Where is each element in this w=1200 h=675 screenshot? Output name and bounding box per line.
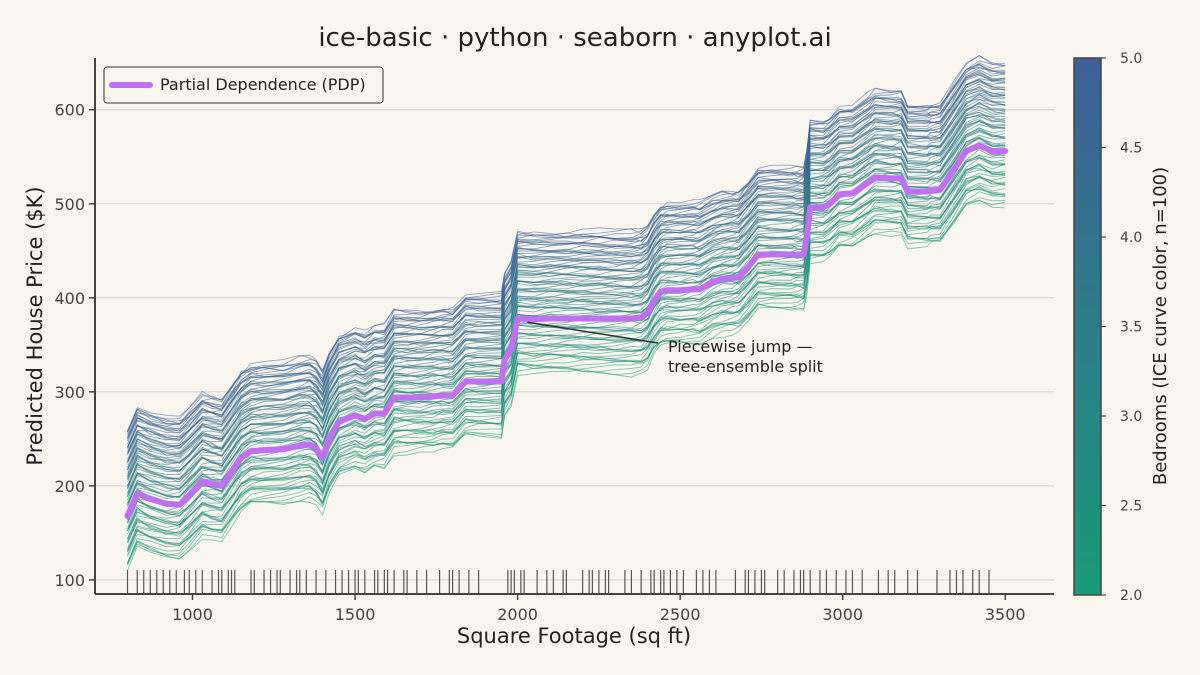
ice-curve [127, 197, 1006, 563]
colorbar-tick-label: 2.5 [1120, 499, 1142, 515]
ice-curve [127, 60, 1006, 433]
x-tick-label: 1000 [172, 605, 213, 624]
legend-box [103, 66, 384, 104]
ice-curve [127, 163, 1006, 531]
colorbar-label: Bedrooms (ICE curve color, n=100) [1150, 167, 1171, 485]
legend: Partial Dependence (PDP) [103, 66, 384, 104]
ice-curve [127, 92, 1006, 463]
ice-curve [127, 176, 1006, 541]
annotation-line-2: tree-ensemble split [668, 357, 823, 376]
x-axis-ticks: 1000 1500 2000 2500 3000 3500 [172, 594, 1026, 624]
ice-curve [127, 55, 1006, 432]
colorbar-tick-label: 5.0 [1120, 51, 1142, 67]
ice-curve [127, 114, 1006, 489]
ice-curve [127, 67, 1006, 439]
ice-curve [127, 109, 1006, 480]
ice-curve [127, 157, 1006, 531]
ice-curve [127, 74, 1006, 448]
ice-curve [127, 136, 1006, 514]
ice-curve [127, 54, 1006, 431]
x-tick-label: 2000 [497, 605, 538, 624]
ice-curve [127, 131, 1006, 506]
ice-curve [127, 134, 1006, 504]
ice-curve [127, 186, 1006, 564]
ice-curve [127, 154, 1006, 520]
x-tick-label: 2500 [660, 605, 701, 624]
pdp-line [124, 142, 1009, 519]
ice-curve [127, 186, 1006, 564]
ice-curve [127, 69, 1006, 439]
ice-curve [127, 107, 1006, 480]
annotation-arrow [527, 321, 659, 344]
colorbar: 2.0 2.5 3.0 3.5 4.0 4.5 5.0 Bedrooms (ICE curv… [1073, 51, 1171, 604]
x-axis-label: Square Footage (sq ft) [457, 624, 691, 648]
ice-curve [127, 111, 1006, 487]
ice-curve [127, 123, 1006, 496]
ice-curve [127, 175, 1006, 551]
ice-curve [127, 83, 1006, 453]
chart-title: ice-basic · python · seaborn · anyplot.a… [318, 23, 831, 53]
ice-curve [127, 184, 1006, 552]
ice-curve [127, 99, 1006, 471]
y-tick-label: 200 [54, 477, 85, 496]
legend-label-pdp: Partial Dependence (PDP) [160, 75, 366, 94]
colorbar-ticks: 2.0 2.5 3.0 3.5 4.0 4.5 5.0 [1101, 51, 1142, 604]
ice-curve [127, 145, 1006, 521]
colorbar-gradient [1073, 57, 1102, 596]
ice-curve [127, 71, 1006, 438]
ice-curves [127, 54, 1006, 571]
ice-curve [127, 101, 1006, 470]
y-tick-label: 100 [54, 571, 85, 590]
annotation-line-1: Piecewise jump — [668, 337, 812, 356]
ice-curve [127, 191, 1006, 565]
ice-curve [127, 114, 1006, 478]
ice-curve [127, 130, 1006, 505]
x-tick-label: 3000 [822, 605, 863, 624]
y-tick-label: 600 [54, 101, 85, 120]
rug-plot [126, 570, 990, 594]
ice-curve [127, 81, 1006, 455]
y-tick-label: 500 [54, 195, 85, 214]
x-tick-label: 1500 [335, 605, 376, 624]
ice-curve [127, 116, 1006, 486]
colorbar-tick-label: 3.0 [1120, 409, 1142, 425]
ice-curve [127, 86, 1006, 453]
ice-curve [127, 94, 1006, 471]
x-tick-label: 3500 [985, 605, 1026, 624]
y-tick-label: 400 [54, 289, 85, 308]
ice-curve [127, 149, 1006, 522]
ice-curve [127, 78, 1006, 447]
y-axis-ticks: 100 200 300 400 500 600 [54, 101, 95, 590]
y-axis-label: Predicted House Price ($K) [23, 186, 47, 465]
ice-curve [127, 169, 1006, 543]
colorbar-tick-label: 4.5 [1120, 141, 1142, 157]
colorbar-tick-label: 3.5 [1120, 320, 1142, 336]
ice-curve [127, 156, 1006, 529]
ice-curve [127, 102, 1006, 477]
colorbar-tick-label: 4.0 [1120, 230, 1142, 246]
y-tick-label: 300 [54, 383, 85, 402]
colorbar-tick-label: 2.0 [1120, 588, 1142, 604]
pdp-layer [124, 142, 1009, 519]
ice-curve [127, 182, 1006, 552]
